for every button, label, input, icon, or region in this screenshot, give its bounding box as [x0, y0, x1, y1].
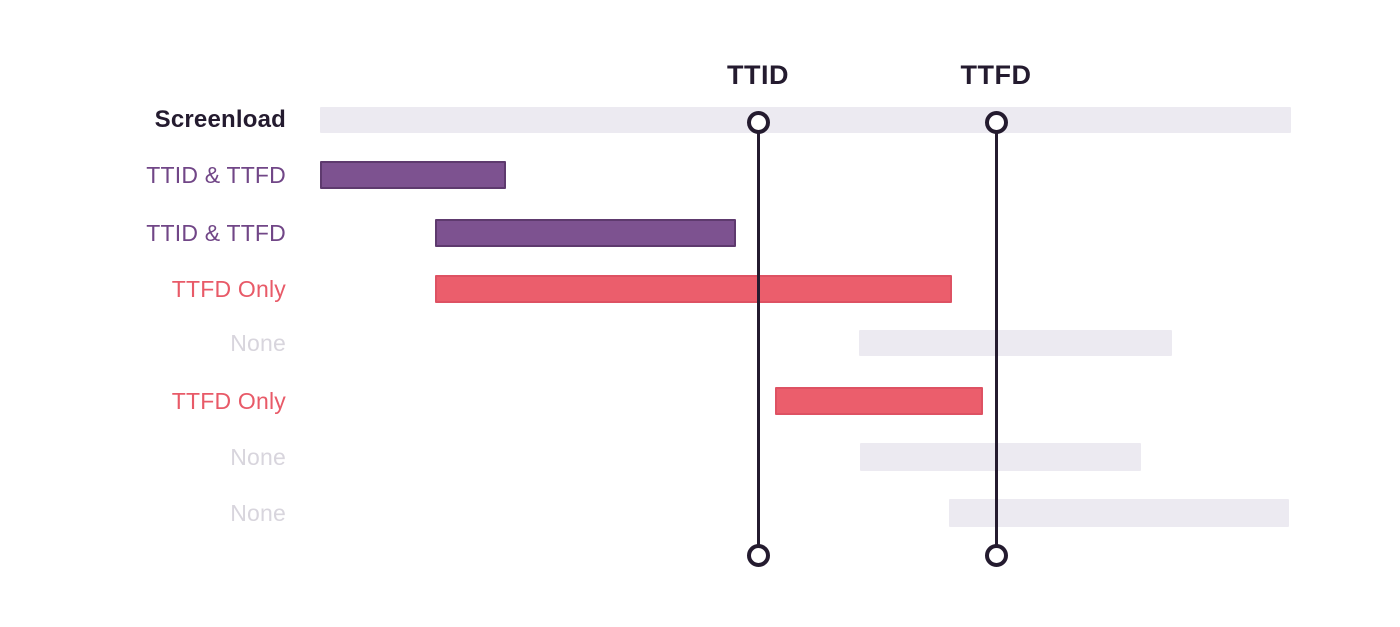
- ttfd-end-circle: [984, 543, 1008, 567]
- ttfd-start-circle: [984, 110, 1008, 134]
- span-bar-none: [949, 499, 1289, 527]
- ttid-start-circle: [746, 110, 770, 134]
- ttid-marker-label: TTID: [727, 60, 789, 90]
- row-label-ttfd-only-3: TTFD Only: [171, 275, 286, 302]
- ttfd-marker-line: [994, 122, 998, 555]
- ttid-marker-line: [756, 122, 760, 555]
- span-bar-ttid-ttfd: [320, 161, 506, 189]
- span-bar-screenload: [320, 107, 1291, 133]
- span-bar-none: [859, 330, 1172, 356]
- ttfd-marker-label: TTFD: [960, 60, 1032, 90]
- span-bar-ttfd-only: [435, 275, 952, 303]
- row-label-none-6: None: [230, 443, 286, 470]
- ttid-end-circle: [746, 543, 770, 567]
- span-bar-ttfd-only: [775, 387, 983, 415]
- span-bar-none: [860, 443, 1141, 471]
- row-label-screenload-0: Screenload: [154, 106, 286, 133]
- span-bar-ttid-ttfd: [435, 219, 736, 247]
- row-label-ttfd-only-5: TTFD Only: [171, 387, 286, 414]
- row-label-none-4: None: [230, 329, 286, 356]
- row-label-ttid-ttfd-1: TTID & TTFD: [146, 161, 286, 188]
- row-label-ttid-ttfd-2: TTID & TTFD: [146, 219, 286, 246]
- row-label-none-7: None: [230, 499, 286, 526]
